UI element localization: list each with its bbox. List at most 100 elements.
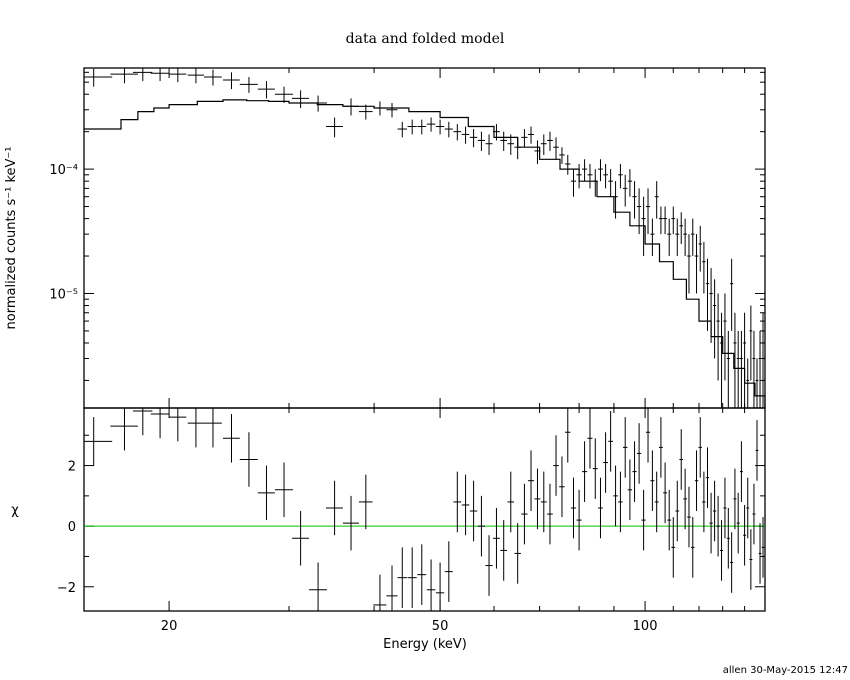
residual-point	[746, 477, 750, 539]
data-point	[663, 206, 668, 235]
data-point	[547, 131, 553, 151]
data-point	[603, 163, 608, 189]
data-point	[527, 126, 535, 144]
data-point	[453, 124, 462, 141]
residual-point	[110, 408, 138, 451]
data-point	[507, 134, 515, 155]
data-point	[534, 140, 541, 164]
residual-point	[309, 562, 327, 611]
data-point	[461, 126, 470, 144]
data-point	[719, 312, 724, 408]
data-point	[514, 137, 521, 160]
data-point	[386, 103, 398, 118]
data-point	[723, 293, 727, 381]
data-point	[477, 131, 485, 151]
residual-point	[736, 492, 740, 554]
data-point	[675, 218, 680, 257]
data-point	[203, 69, 222, 86]
x-axis-label: Energy (keV)	[383, 637, 467, 652]
residual-point	[576, 489, 582, 551]
residual-point	[694, 450, 699, 512]
data-point	[553, 137, 559, 160]
data-points	[84, 68, 765, 408]
data-point	[493, 124, 500, 141]
data-point	[291, 90, 310, 108]
data-point	[645, 188, 651, 235]
residual-point	[534, 468, 541, 530]
data-point	[733, 312, 737, 408]
data-point	[679, 212, 684, 244]
residual-point	[743, 504, 747, 566]
residual-point	[257, 465, 275, 521]
data-point	[709, 268, 713, 343]
residual-point	[667, 489, 672, 551]
data-point	[705, 258, 710, 331]
residual-point	[716, 495, 720, 557]
residual-point	[675, 480, 680, 542]
residual-points	[84, 408, 765, 611]
residual-point	[527, 450, 535, 512]
data-point	[407, 119, 417, 135]
residual-point	[553, 435, 559, 496]
residual-point	[493, 507, 500, 569]
data-point	[565, 154, 571, 175]
data-point	[683, 218, 687, 257]
data-point	[358, 104, 373, 120]
x-tick-label: 100	[633, 619, 658, 634]
residual-point	[187, 408, 204, 448]
residual-point	[407, 547, 417, 608]
residual-point	[608, 411, 613, 472]
residual-point	[426, 559, 436, 611]
x-tick-label: 50	[432, 619, 449, 634]
residual-point	[417, 544, 427, 605]
data-point	[559, 147, 565, 164]
data-point	[132, 68, 153, 82]
data-point	[435, 119, 445, 135]
data-point	[608, 169, 613, 197]
residual-point	[453, 471, 462, 533]
data-point	[618, 163, 623, 189]
residual-point	[514, 523, 521, 584]
residual-point	[444, 541, 453, 602]
residual-point	[477, 495, 485, 557]
data-point	[694, 234, 699, 294]
residual-point	[397, 547, 407, 608]
data-point	[587, 163, 593, 189]
residual-point	[761, 517, 765, 578]
data-point	[726, 330, 730, 408]
residual-point	[733, 468, 737, 530]
footer-timestamp: allen 30-May-2015 12:47	[723, 665, 848, 676]
residual-point	[132, 408, 153, 436]
residual-point	[632, 441, 637, 502]
data-point	[540, 134, 547, 155]
residual-point	[758, 523, 762, 584]
data-point	[426, 117, 436, 132]
residual-point	[730, 532, 734, 593]
data-point	[84, 68, 113, 87]
residual-point	[435, 562, 445, 611]
data-point	[739, 330, 743, 408]
data-point	[469, 129, 478, 148]
data-point	[169, 68, 187, 83]
residual-point	[84, 417, 113, 466]
residual-point	[582, 441, 588, 502]
residual-point	[726, 507, 730, 569]
residual-point	[712, 480, 717, 542]
residual-point	[469, 480, 478, 542]
y-tick-label: 0	[68, 520, 76, 535]
data-point	[622, 174, 628, 207]
data-point	[761, 312, 765, 408]
residual-point	[169, 408, 187, 442]
residual-point	[645, 408, 651, 463]
residual-point	[565, 408, 571, 463]
data-point	[326, 117, 343, 138]
residuals-frame	[83, 407, 766, 612]
data-point	[582, 159, 588, 182]
chart-title: data and folded model	[346, 31, 505, 47]
data-point	[654, 181, 659, 219]
residual-point	[627, 459, 633, 521]
residual-point	[507, 471, 515, 533]
data-point	[743, 312, 747, 408]
y-axis-label-residuals: χ	[11, 503, 19, 518]
residual-point	[326, 480, 343, 536]
